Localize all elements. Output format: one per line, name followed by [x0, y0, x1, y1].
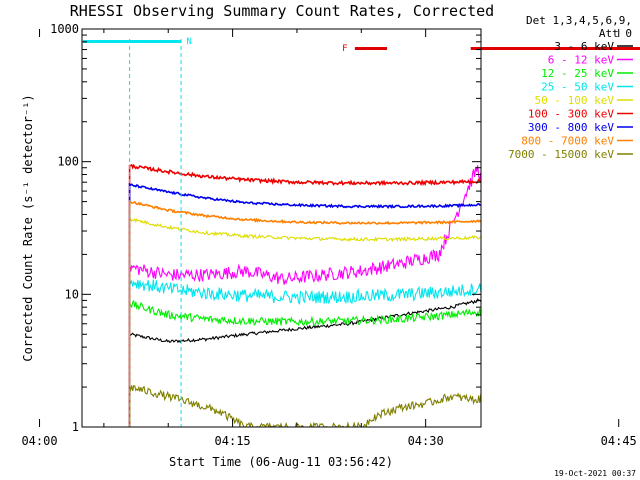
x-tick-label: 04:00 [21, 434, 57, 448]
chart-title: RHESSI Observing Summary Count Rates, Co… [70, 2, 494, 20]
x-tick-label: 04:30 [408, 434, 444, 448]
plot-frame [81, 28, 482, 428]
legend-label-8: 800 - 7000 keV [521, 135, 614, 148]
y-axis: 1 10 100 1000 [50, 22, 481, 434]
series-line-2 [129, 165, 481, 427]
legend-label-5: 50 - 100 keV [535, 94, 615, 107]
series-line-9 [129, 385, 481, 427]
plot-area: NF [81, 28, 640, 428]
y-tick-label: 10 [65, 287, 79, 301]
annotation-layer: NF [83, 37, 640, 427]
series-line-3 [129, 299, 481, 427]
x-axis-label: Start Time (06-Aug-11 03:56:42) [169, 455, 393, 469]
legend-header-line-2: Att 0 [599, 27, 632, 40]
series-line-7 [128, 182, 481, 427]
legend-label-6: 100 - 300 keV [528, 108, 614, 121]
series-line-1 [129, 297, 481, 427]
series-line-8 [128, 200, 481, 427]
legend-label-7: 300 - 800 keV [528, 121, 614, 134]
night-bar [83, 40, 182, 43]
series-line-5 [129, 217, 481, 427]
night-label: N [186, 37, 191, 47]
x-tick-label: 04:15 [215, 434, 251, 448]
x-tick-label: 04:45 [601, 434, 637, 448]
y-tick-label: 100 [57, 155, 79, 169]
legend-label-2: 6 - 12 keV [548, 54, 615, 67]
series-line-4 [129, 278, 481, 427]
flare-bar [354, 47, 388, 50]
legend-label-3: 12 - 25 keV [541, 67, 614, 80]
y-axis-label: Corrected Count Rate (s⁻¹ detector⁻¹) [21, 94, 35, 361]
legend-label-9: 7000 - 15000 keV [508, 148, 614, 161]
legend-header-line-1: Det 1,3,4,5,6,9, [526, 14, 632, 27]
flare-label: F [342, 44, 347, 54]
y-tick-label: 1000 [50, 22, 79, 36]
legend-label-1: 3 - 6 keV [554, 40, 614, 53]
legend-label-4: 25 - 50 keV [541, 81, 614, 94]
flare-bar [470, 47, 640, 50]
series-line-6 [128, 163, 481, 427]
timestamp: 19-Oct-2021 00:37 [554, 469, 636, 478]
series-layer [128, 163, 481, 427]
y-tick-label: 1 [72, 420, 79, 434]
